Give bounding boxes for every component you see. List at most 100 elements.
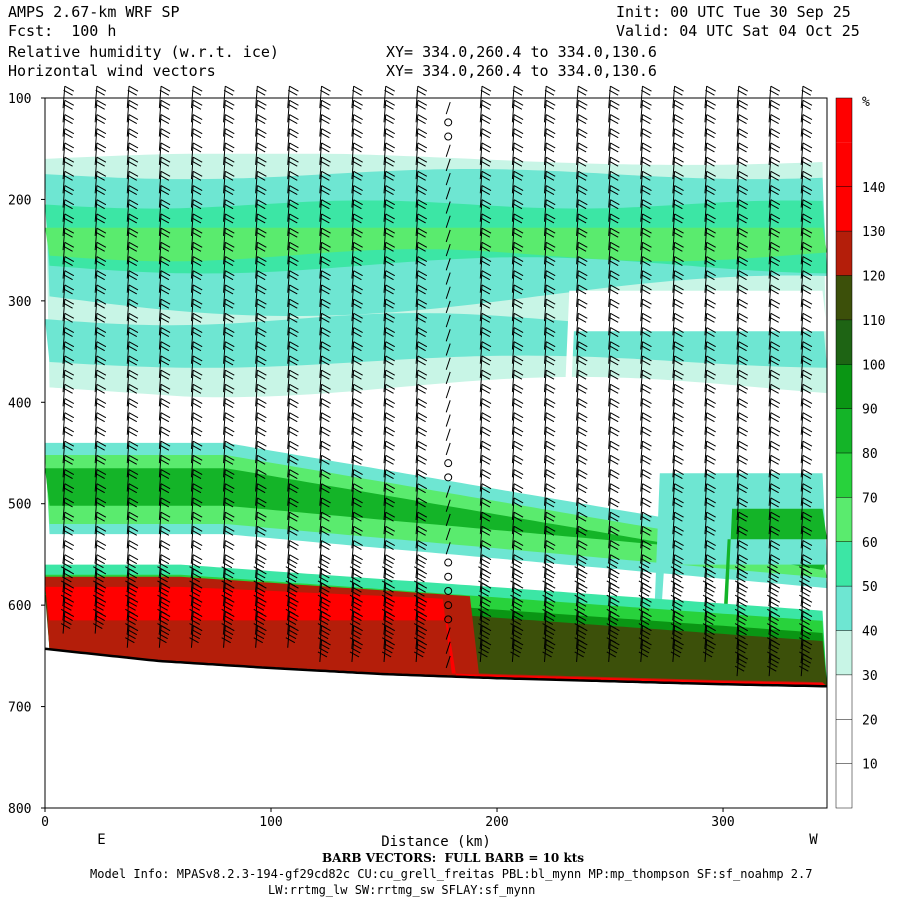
wind-barb: [158, 568, 162, 591]
wind-barb-flag: [127, 529, 138, 536]
wind-barb: [62, 185, 66, 208]
wind-barb-flag: [481, 298, 492, 305]
wind-barb-flag: [63, 501, 73, 508]
wind-barb-flag: [610, 369, 620, 376]
wind-barb: [62, 483, 66, 506]
wind-barb-flag: [642, 99, 652, 106]
wind-barb: [223, 270, 226, 293]
wind-barb-flag: [353, 341, 363, 348]
wind-barb: [62, 199, 66, 222]
wind-barb-flag: [608, 444, 619, 451]
wind-barb: [415, 611, 419, 634]
wind-barb-flag: [770, 625, 781, 632]
wind-barb-flag: [384, 402, 394, 408]
wind-barb: [736, 355, 740, 378]
wind-barb-flag: [352, 501, 362, 508]
wind-barb: [576, 483, 579, 506]
wind-barb: [287, 540, 290, 563]
wind-barb: [190, 469, 194, 492]
wind-barb-flag: [158, 619, 168, 625]
wind-barb-flag: [513, 256, 524, 262]
wind-barb: [158, 625, 162, 648]
wind-barb-flag: [384, 643, 394, 650]
wind-barb-flag: [257, 625, 267, 632]
wind-barb-flag: [159, 260, 170, 266]
wind-barb-flag: [674, 312, 684, 319]
wind-barb-flag: [352, 345, 362, 352]
wind-barb-flag: [769, 189, 779, 195]
wind-barb-flag: [352, 316, 362, 323]
wind-barb-flag: [608, 529, 619, 536]
wind-barb-flag: [95, 444, 105, 451]
wind-barb-flag: [94, 590, 104, 597]
wind-barb-flag: [417, 369, 428, 376]
wind-barb: [543, 483, 547, 506]
wind-barb: [223, 568, 226, 591]
wind-barb: [126, 426, 130, 449]
wind-barb-flag: [93, 623, 103, 629]
wind-barb-flag: [96, 85, 107, 92]
wind-barb-flag: [192, 99, 203, 106]
wind-barb: [287, 355, 290, 378]
wind-barb-flag: [385, 284, 395, 291]
wind-barb-flag: [642, 625, 652, 632]
wind-barb-flag: [384, 387, 394, 394]
wind-barb-flag: [384, 203, 394, 210]
wind-barb-flag: [737, 444, 747, 451]
wind-barb: [126, 526, 130, 549]
wind-barb: [62, 412, 66, 435]
wind-barb-flag: [674, 398, 684, 404]
wind-barb: [640, 313, 643, 336]
wind-barb-flag: [480, 515, 491, 522]
wind-barb: [768, 270, 772, 293]
wind-barb: [94, 497, 98, 520]
wind-barb-flag: [64, 185, 75, 191]
wind-barb-flag: [128, 426, 139, 433]
wind-barb-flag: [286, 619, 297, 625]
wind-barb-flag: [225, 227, 235, 234]
wind-barb-flag: [513, 199, 524, 206]
wind-barb-flag: [480, 402, 491, 408]
wind-barb-flag: [192, 497, 203, 504]
wind-barb-flag: [225, 497, 235, 504]
wind-barb-flag: [225, 256, 235, 262]
wind-barb: [479, 497, 483, 520]
wind-barb-flag: [64, 341, 75, 348]
wind-barb: [287, 455, 290, 478]
wind-barb-flag: [384, 302, 394, 309]
wind-barb-flag: [352, 444, 362, 451]
wind-barb-flag: [801, 458, 811, 465]
wind-barb-flag: [160, 213, 171, 220]
wind-barb: [223, 384, 226, 407]
wind-barb-flag: [511, 576, 521, 583]
wind-barb: [608, 370, 611, 393]
wind-barb-flag: [126, 590, 136, 597]
wind-barb: [62, 128, 66, 151]
wind-barb-flag: [610, 625, 620, 632]
wind-barb-flag: [127, 359, 138, 366]
wind-barb-flag: [770, 540, 781, 546]
wind-barb-flag: [674, 440, 684, 447]
wind-barb: [351, 284, 355, 307]
wind-barb: [640, 100, 643, 123]
wind-barb-flag: [189, 637, 199, 644]
wind-barb-flag: [416, 217, 426, 224]
wind-barb-flag: [706, 398, 716, 404]
rh-clear-mid: [45, 387, 827, 549]
wind-barb-flag: [545, 298, 556, 305]
wind-barb: [287, 483, 290, 506]
wind-barb-flag: [480, 558, 491, 565]
wind-barb-flag: [353, 469, 363, 475]
wind-barb-flag: [353, 114, 363, 120]
wind-barb-flag: [737, 515, 747, 522]
wind-barb-flag: [254, 619, 265, 625]
wind-barb-flag: [223, 586, 234, 593]
wind-barb: [415, 625, 419, 648]
wind-barb: [511, 497, 515, 520]
wind-barb: [319, 128, 323, 151]
wind-barb: [511, 299, 515, 322]
wind-barb-flag: [321, 582, 331, 589]
wind-barb-flag: [416, 544, 426, 550]
wind-barb: [415, 426, 419, 449]
wind-barb-flag: [544, 430, 555, 437]
